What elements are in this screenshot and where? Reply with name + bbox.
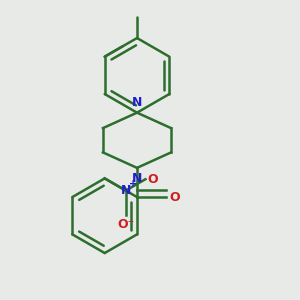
Text: N: N bbox=[132, 96, 142, 109]
Text: O: O bbox=[169, 190, 180, 204]
Text: +: + bbox=[129, 179, 137, 189]
Text: N: N bbox=[132, 172, 142, 185]
Text: N: N bbox=[121, 184, 131, 197]
Text: O⁻: O⁻ bbox=[117, 218, 134, 230]
Text: O: O bbox=[147, 173, 158, 186]
